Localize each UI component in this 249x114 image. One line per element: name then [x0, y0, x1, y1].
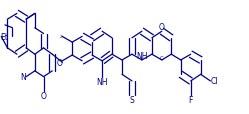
Text: S: S: [129, 95, 134, 104]
Text: F: F: [188, 95, 193, 104]
Text: O: O: [56, 58, 62, 67]
Text: O: O: [41, 91, 47, 100]
Text: C: C: [160, 56, 164, 60]
Text: Cl: Cl: [210, 77, 218, 86]
Text: O: O: [159, 23, 165, 32]
Text: NH: NH: [136, 52, 148, 60]
Text: Et: Et: [0, 33, 8, 41]
Text: N: N: [20, 73, 26, 81]
Text: 2: 2: [60, 35, 62, 39]
Text: NH: NH: [96, 77, 108, 86]
